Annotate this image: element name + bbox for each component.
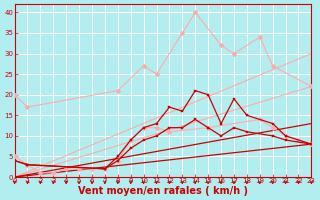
X-axis label: Vent moyen/en rafales ( km/h ): Vent moyen/en rafales ( km/h ) (78, 186, 248, 196)
